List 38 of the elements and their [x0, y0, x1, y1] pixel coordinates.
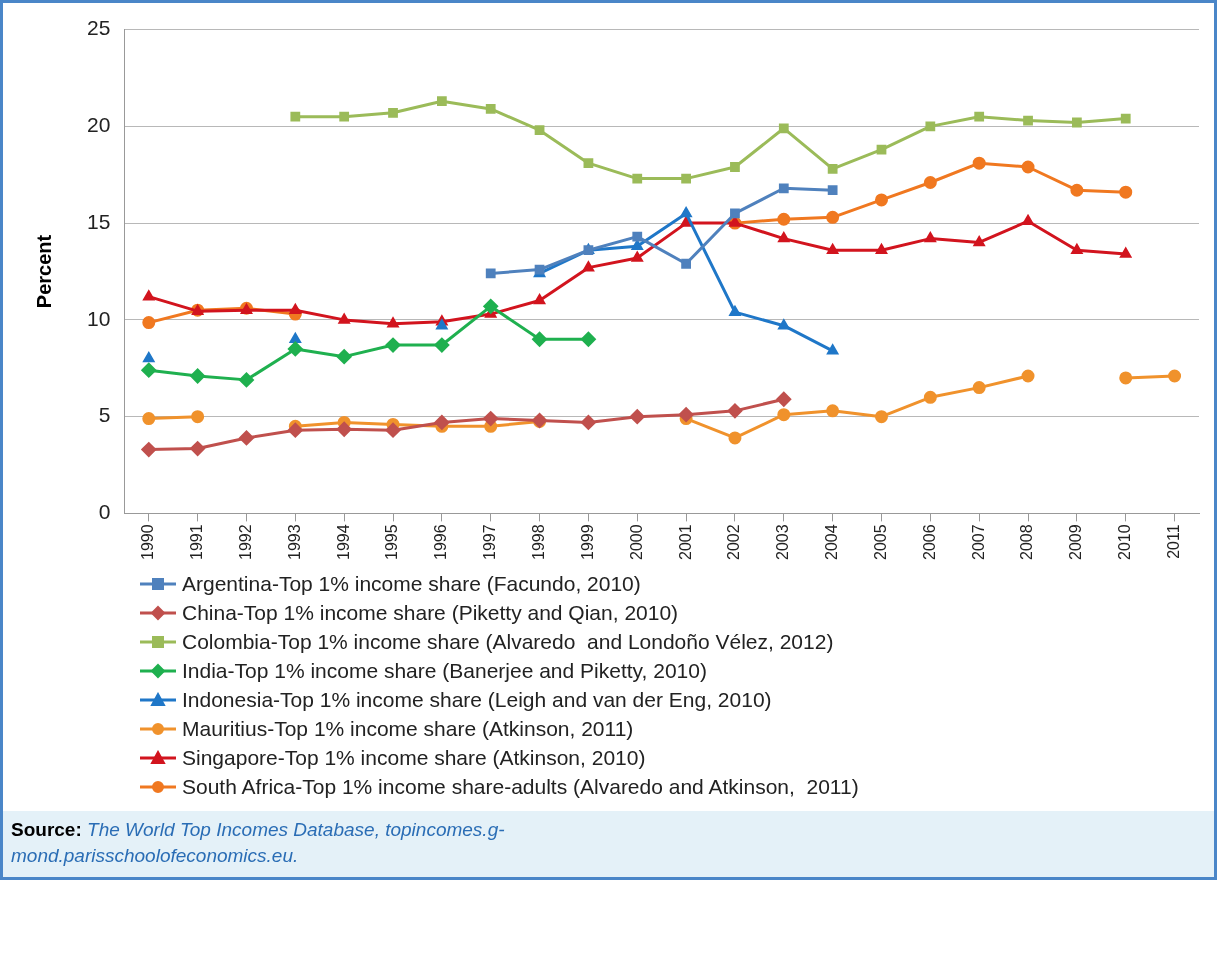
x-tick-label: 1996 [432, 524, 450, 560]
legend-label: South Africa-Top 1% income share-adults (Alvaredo and Atkinson, 2011) [182, 774, 859, 799]
x-tick-label: 2006 [920, 524, 938, 560]
y-tick-label: 5 [98, 403, 111, 427]
x-tick-label: 1992 [236, 524, 254, 560]
legend-label: Argentina-Top 1% income share (Facundo, 2010) [182, 571, 641, 596]
x-tick-label: 1998 [529, 524, 547, 560]
x-tick-label: 2008 [1018, 524, 1036, 560]
y-tick-label: 25 [87, 16, 111, 40]
legend-label: Indonesia-Top 1% income share (Leigh and van der Eng, 2010) [182, 687, 772, 712]
x-tick-label: 1991 [188, 524, 206, 560]
legend-label: India-Top 1% income share (Banerjee and Piketty, 2010) [182, 658, 707, 683]
x-tick-label: 1995 [383, 524, 401, 560]
x-tick-label: 2005 [871, 524, 889, 560]
x-tick-label: 2011 [1164, 524, 1182, 559]
x-tick-label: 2004 [823, 524, 841, 560]
legend-label: Mauritius-Top 1% income share (Atkinson, 2011) [182, 716, 634, 741]
x-tick-label: 2009 [1067, 524, 1085, 560]
legend-label: China-Top 1% income share (Piketty and Qian, 2010) [182, 600, 679, 625]
x-tick-label: 1999 [578, 524, 596, 560]
y-tick-label: 10 [87, 306, 111, 330]
y-tick-label: 0 [98, 500, 111, 524]
x-tick-label: 1990 [139, 524, 157, 560]
x-tick-label: 2001 [676, 524, 694, 560]
x-tick-label: 1997 [481, 524, 499, 560]
x-tick-label: 1993 [285, 524, 303, 560]
x-tick-label: 2003 [774, 524, 792, 560]
legend-label: Singapore-Top 1% income share (Atkinson, 2010) [182, 745, 646, 770]
y-axis-title: Percent [32, 234, 55, 309]
x-tick-label: 1994 [334, 524, 352, 560]
y-tick-label: 15 [87, 209, 111, 233]
y-tick-label: 20 [87, 113, 111, 137]
x-tick-label: 2002 [725, 524, 743, 560]
source-note: Source: The World Top Incomes Database, topincomes.g-mond.parisschoolofeconomics.eu. [11, 819, 505, 866]
x-tick-label: 2000 [627, 524, 645, 560]
legend-label: Colombia-Top 1% income share (Alvaredo and Londoño Vélez, 2012) [182, 629, 834, 654]
x-tick-label: 2010 [1116, 524, 1134, 560]
x-tick-label: 2007 [969, 524, 987, 560]
